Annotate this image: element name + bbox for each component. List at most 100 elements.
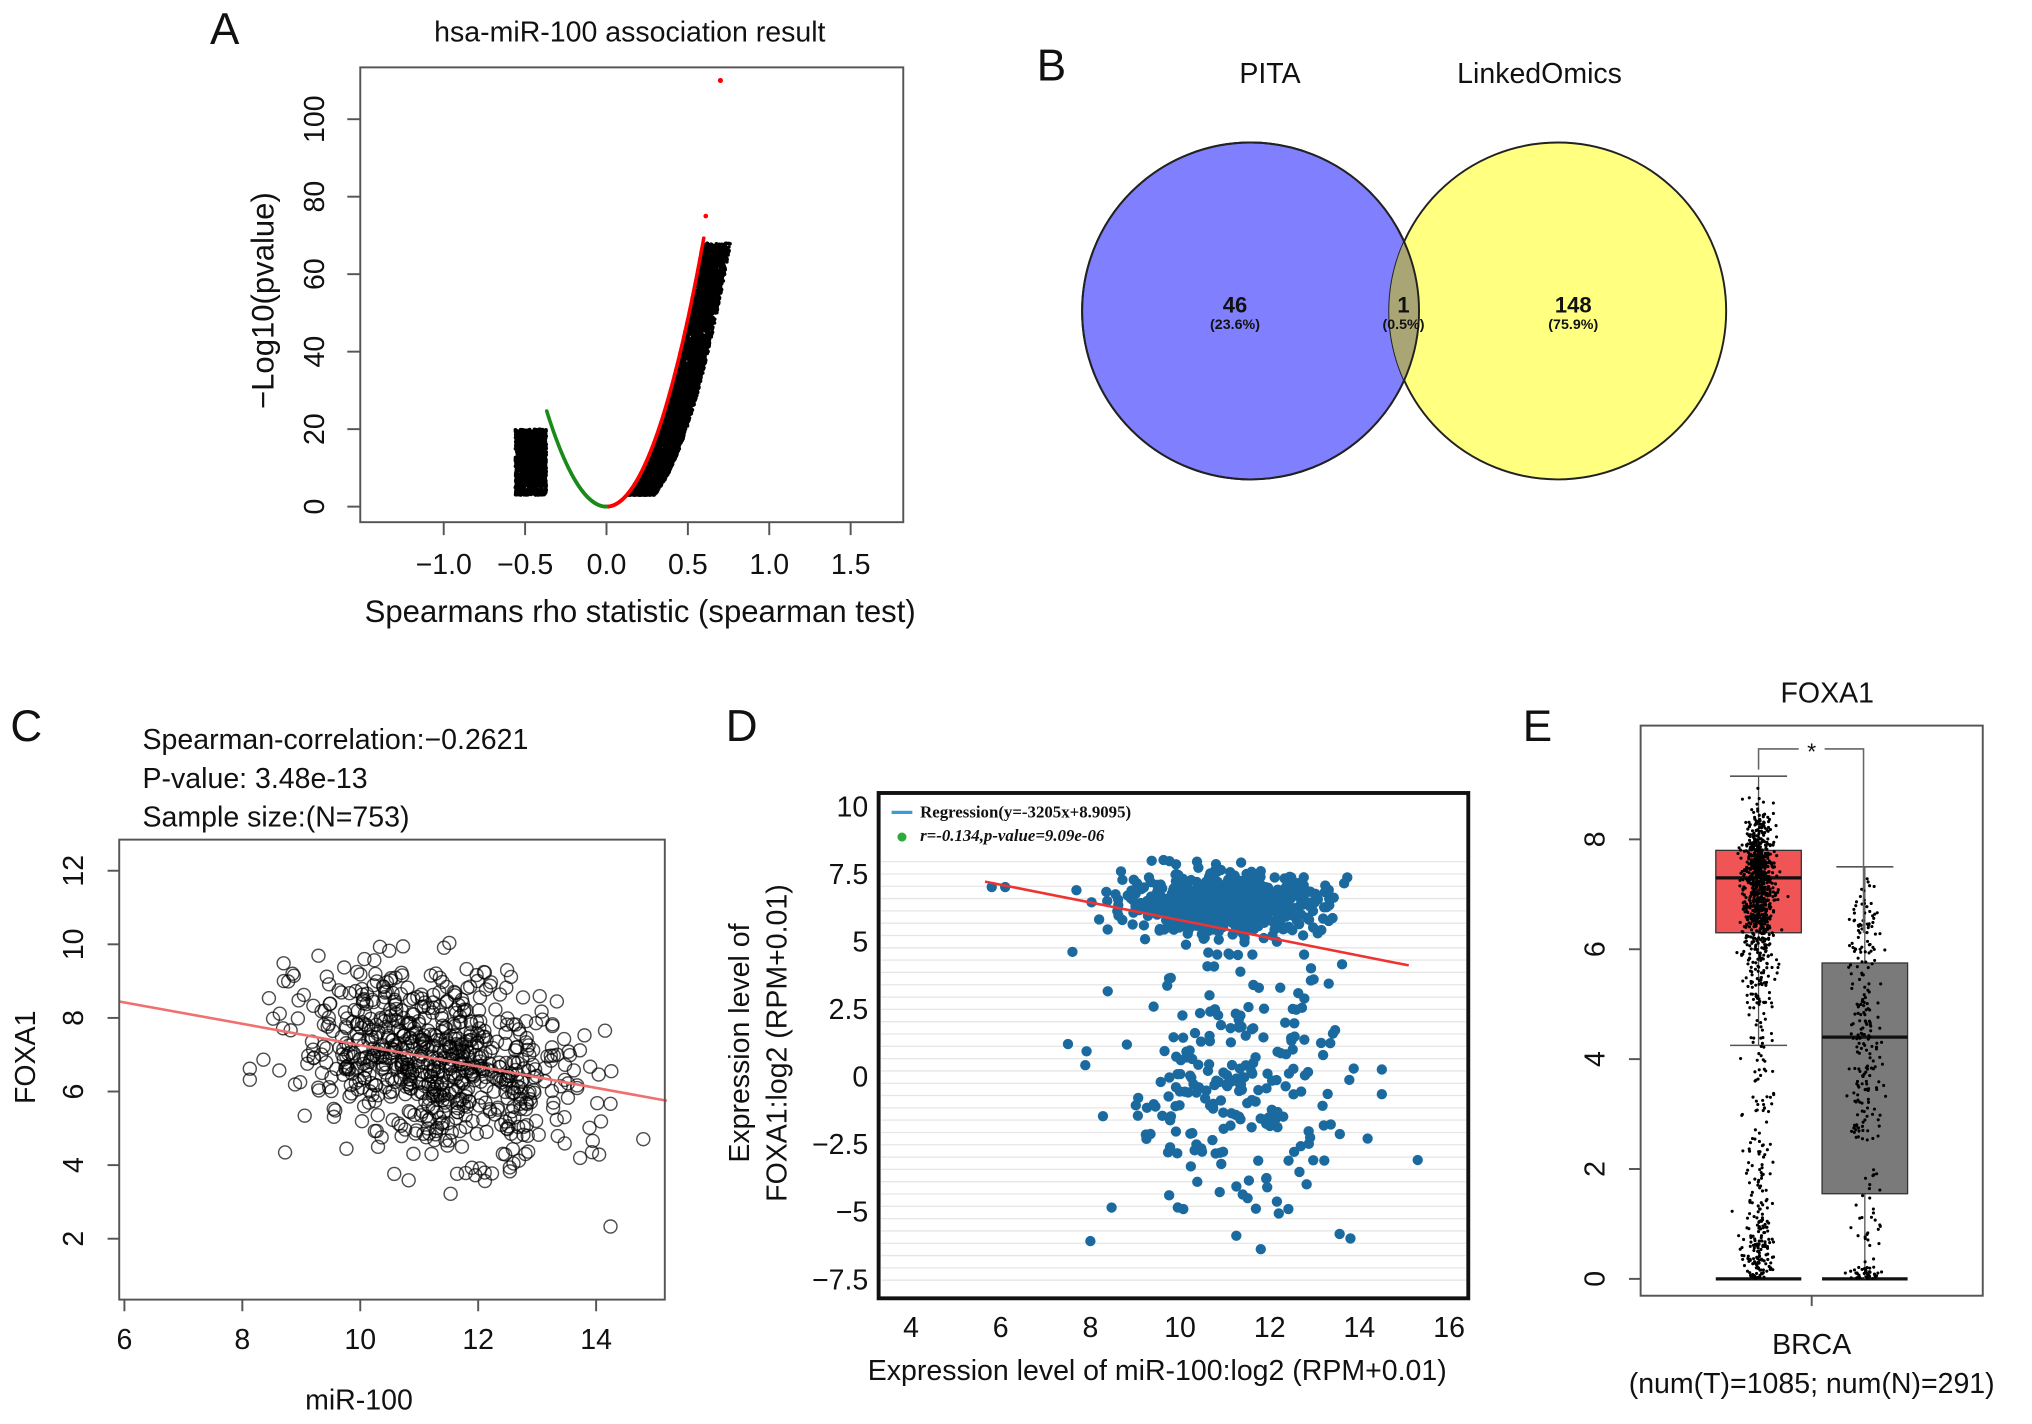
volcano-point bbox=[707, 311, 712, 316]
volcano-point bbox=[698, 285, 703, 290]
panel-a-volcano: hsa-miR-100 association result −1.0 −0.5 0… bbox=[245, 16, 915, 628]
volcano-point bbox=[665, 421, 670, 426]
volcano-point bbox=[674, 392, 679, 396]
volcano-point bbox=[703, 311, 708, 316]
volcano-point bbox=[679, 375, 683, 380]
volcano-point bbox=[717, 283, 721, 287]
volcano-point bbox=[690, 408, 695, 412]
volcano-point bbox=[674, 435, 679, 439]
volcano-point bbox=[658, 452, 663, 457]
volcano-point bbox=[695, 329, 699, 334]
volcano-point bbox=[672, 454, 676, 459]
panel-letter-b: B bbox=[1037, 41, 1066, 90]
volcano-point bbox=[676, 402, 681, 407]
volcano-point bbox=[653, 482, 657, 487]
volcano-point bbox=[699, 328, 704, 333]
volcano-point bbox=[648, 479, 652, 484]
volcano-point bbox=[710, 259, 714, 264]
volcano-point bbox=[696, 347, 700, 352]
volcano-point bbox=[693, 373, 697, 377]
volcano-point bbox=[684, 417, 688, 422]
volcano-point bbox=[668, 455, 673, 459]
volcano-point bbox=[656, 468, 660, 473]
volcano-point bbox=[698, 357, 702, 362]
volcano-point bbox=[704, 334, 709, 338]
volcano-point bbox=[696, 384, 701, 389]
volcano-point bbox=[705, 350, 710, 355]
volcano-point bbox=[635, 485, 639, 490]
volcano-point bbox=[695, 299, 699, 304]
volcano-point bbox=[692, 366, 697, 370]
volcano-point bbox=[671, 442, 676, 447]
volcano-point bbox=[728, 241, 732, 246]
volcano-point bbox=[656, 449, 661, 454]
volcano-point bbox=[715, 252, 720, 257]
volcano-point bbox=[700, 307, 705, 312]
volcano-point bbox=[670, 427, 674, 432]
volcano-point bbox=[693, 318, 697, 322]
volcano-point bbox=[691, 346, 695, 351]
volcano-point bbox=[725, 260, 729, 264]
volcano-point bbox=[695, 289, 700, 293]
volcano-point bbox=[709, 305, 714, 310]
volcano-point bbox=[710, 273, 714, 277]
volcano-point bbox=[694, 387, 698, 392]
volcano-point bbox=[683, 389, 688, 394]
volcano-point bbox=[682, 407, 687, 412]
volcano-point bbox=[689, 386, 693, 390]
volcano-point bbox=[638, 492, 642, 497]
panel-a-title: hsa-miR-100 association result bbox=[434, 16, 825, 48]
volcano-point bbox=[701, 314, 706, 318]
volcano-point bbox=[714, 269, 718, 273]
volcano-point bbox=[682, 349, 687, 354]
volcano-point bbox=[721, 256, 726, 261]
volcano-point bbox=[724, 245, 728, 250]
volcano-point bbox=[697, 375, 702, 380]
volcano-point bbox=[671, 445, 675, 450]
volcano-point bbox=[709, 317, 714, 322]
volcano-point bbox=[659, 483, 663, 488]
volcano-point bbox=[706, 327, 711, 331]
volcano-point bbox=[715, 249, 720, 253]
volcano-point bbox=[711, 298, 716, 303]
volcano-point bbox=[717, 259, 722, 263]
volcano-point bbox=[662, 469, 666, 474]
volcano-point bbox=[683, 367, 688, 371]
volcano-point bbox=[647, 469, 652, 473]
volcano-point bbox=[654, 445, 658, 450]
volcano-point bbox=[700, 348, 704, 353]
volcano-point bbox=[711, 325, 715, 330]
volcano-point bbox=[640, 480, 645, 484]
volcano-point bbox=[701, 339, 705, 344]
volcano-point bbox=[658, 463, 663, 467]
volcano-point bbox=[690, 342, 695, 347]
volcano-point bbox=[657, 455, 662, 460]
volcano-point bbox=[686, 339, 690, 344]
volcano-point bbox=[687, 367, 692, 372]
volcano-point bbox=[718, 277, 723, 282]
volcano-point bbox=[697, 305, 701, 310]
volcano-point bbox=[697, 351, 702, 356]
volcano-point bbox=[690, 331, 694, 335]
volcano-point bbox=[658, 440, 662, 445]
volcano-point bbox=[700, 295, 705, 299]
volcano-point bbox=[713, 262, 717, 267]
volcano-point bbox=[646, 492, 651, 497]
volcano-point bbox=[683, 345, 687, 350]
volcano-point bbox=[649, 473, 654, 478]
volcano-point bbox=[716, 293, 721, 298]
volcano-point bbox=[679, 417, 683, 421]
volcano-point bbox=[678, 420, 682, 424]
volcano-point bbox=[681, 379, 685, 384]
volcano-point bbox=[679, 437, 683, 442]
volcano-point bbox=[666, 465, 670, 469]
volcano-point bbox=[694, 341, 698, 346]
volcano-point bbox=[635, 490, 640, 494]
volcano-point bbox=[702, 272, 707, 277]
volcano-point bbox=[671, 449, 675, 453]
volcano-point bbox=[685, 413, 690, 418]
volcano-point bbox=[642, 473, 647, 478]
volcano-point bbox=[689, 336, 694, 341]
volcano-point bbox=[705, 314, 709, 319]
volcano-point bbox=[700, 325, 704, 330]
